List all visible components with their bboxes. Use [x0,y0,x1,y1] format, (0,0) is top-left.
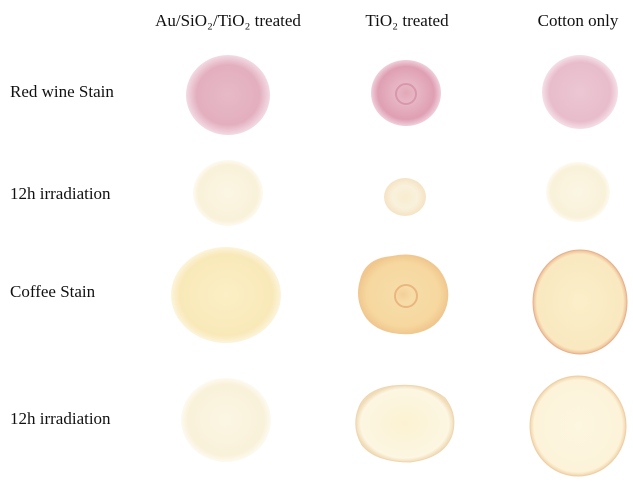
stain [193,160,263,226]
stain [542,55,618,129]
stain [171,247,281,343]
stain [186,55,270,135]
column-headers: Au/SiO₂/TiO₂ treated TiO₂ treated Cotton… [155,11,619,30]
row-label: 12h irradiation [10,184,111,203]
row-label: Red wine Stain [10,82,114,101]
stain [384,178,426,216]
stain [371,60,441,126]
stain-samples [171,55,627,476]
column-header: Cotton only [538,11,619,30]
row-labels: Red wine Stain 12h irradiation Coffee St… [10,82,114,428]
stain [356,385,454,462]
stain-figure: Au/SiO₂/TiO₂ treated TiO₂ treated Cotton… [0,0,633,484]
stain [546,162,610,222]
stain [533,250,627,354]
row-label: 12h irradiation [10,409,111,428]
column-header: TiO₂ treated [365,11,449,30]
stain [358,255,448,335]
row-label: Coffee Stain [10,282,96,301]
stain [181,378,271,462]
stain [530,376,626,476]
column-header: Au/SiO₂/TiO₂ treated [155,11,301,30]
